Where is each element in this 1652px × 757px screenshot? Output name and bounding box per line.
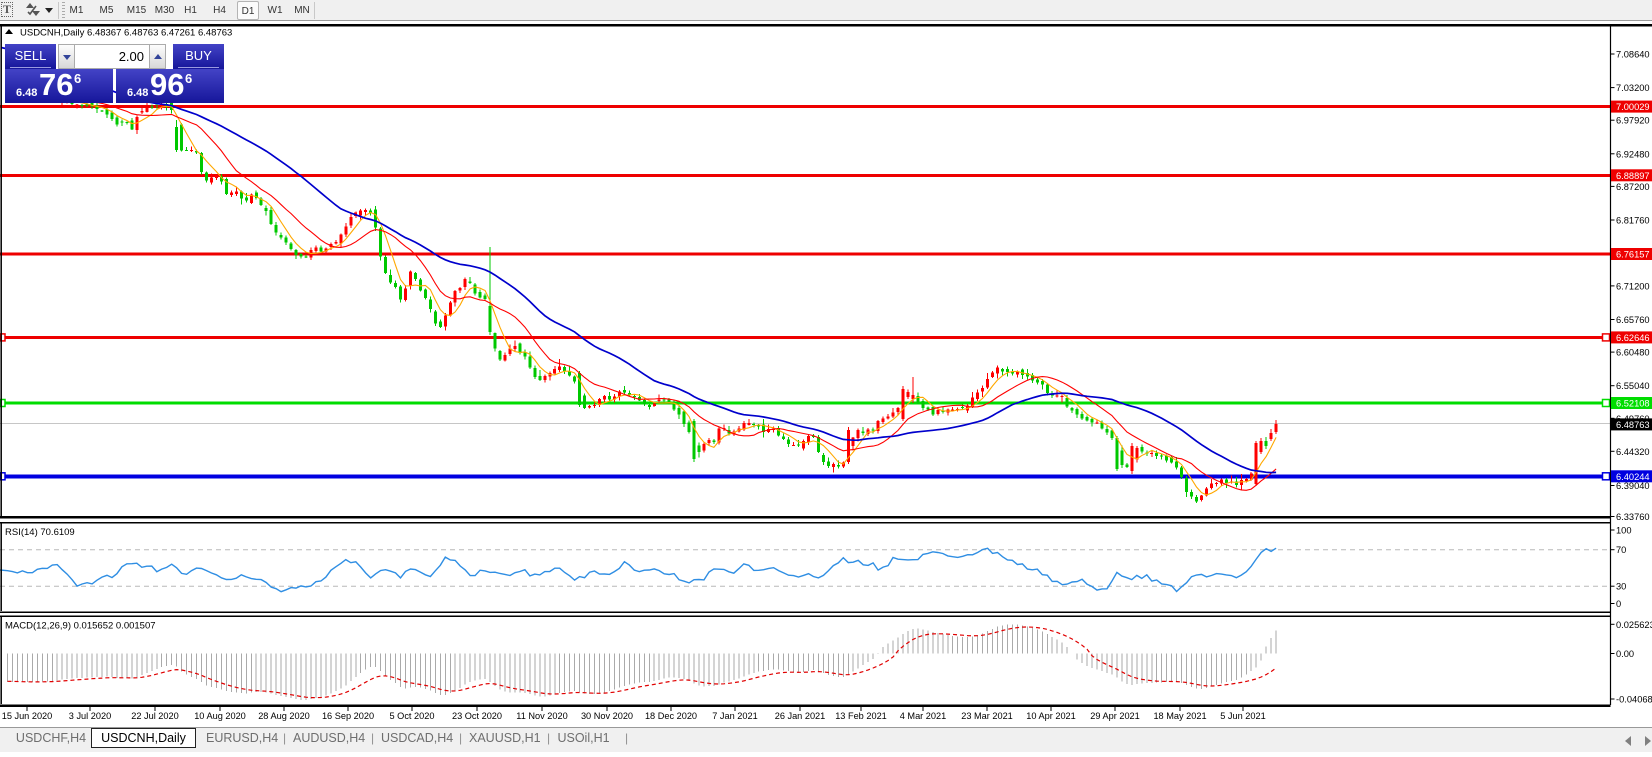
svg-text:6.92480: 6.92480 [1616,149,1650,159]
svg-text:15 Jun 2020: 15 Jun 2020 [2,711,53,721]
svg-text:18 May 2021: 18 May 2021 [1153,711,1206,721]
svg-text:-0.040687: -0.040687 [1616,695,1652,705]
svg-text:23 Oct 2020: 23 Oct 2020 [452,711,502,721]
svg-text:3 Jul 2020: 3 Jul 2020 [69,711,111,721]
svg-text:23 Mar 2021: 23 Mar 2021 [961,711,1013,721]
svg-text:0: 0 [1616,599,1621,609]
svg-text:30: 30 [1616,582,1626,592]
svg-text:5 Jun 2021: 5 Jun 2021 [1220,711,1265,721]
svg-text:6.55040: 6.55040 [1616,381,1650,391]
svg-text:6.33760: 6.33760 [1616,512,1650,522]
svg-text:28 Aug 2020: 28 Aug 2020 [258,711,310,721]
svg-text:USDCNH,Daily 6.48367 6.48763: USDCNH,Daily 6.48367 6.48763 6.47261 6.4… [20,28,232,39]
svg-text:10 Aug 2020: 10 Aug 2020 [194,711,246,721]
svg-text:6.65760: 6.65760 [1616,315,1650,325]
svg-text:70: 70 [1616,545,1626,555]
svg-text:26 Jan 2021: 26 Jan 2021 [775,711,826,721]
svg-text:30 Nov 2020: 30 Nov 2020 [581,711,633,721]
svg-text:6.81760: 6.81760 [1616,216,1650,226]
svg-text:7.00029: 7.00029 [1616,102,1650,112]
svg-text:6.76157: 6.76157 [1616,250,1650,260]
svg-text:10 Apr 2021: 10 Apr 2021 [1026,711,1076,721]
svg-text:16 Sep 2020: 16 Sep 2020 [322,711,374,721]
svg-text:6.71200: 6.71200 [1616,281,1650,291]
svg-text:6.97920: 6.97920 [1616,116,1650,126]
svg-text:6.39040: 6.39040 [1616,481,1650,491]
svg-text:100: 100 [1616,526,1632,536]
svg-text:6.52108: 6.52108 [1616,399,1650,409]
svg-text:18 Dec 2020: 18 Dec 2020 [645,711,697,721]
svg-text:29 Apr 2021: 29 Apr 2021 [1090,711,1140,721]
svg-text:6.60480: 6.60480 [1616,348,1650,358]
svg-text:6.40244: 6.40244 [1616,472,1650,482]
svg-text:MACD(12,26,9) 0.015652 0.00150: MACD(12,26,9) 0.015652 0.001507 [5,621,156,632]
svg-text:7.08640: 7.08640 [1616,50,1650,60]
svg-text:6.62646: 6.62646 [1616,333,1650,343]
svg-text:0.00: 0.00 [1616,649,1634,659]
svg-text:7 Jan 2021: 7 Jan 2021 [712,711,757,721]
svg-text:11 Nov 2020: 11 Nov 2020 [516,711,567,721]
svg-text:RSI(14) 70.6109: RSI(14) 70.6109 [5,527,75,538]
svg-text:6.48763: 6.48763 [1616,420,1650,430]
svg-text:5 Oct 2020: 5 Oct 2020 [390,711,435,721]
svg-text:6.44320: 6.44320 [1616,447,1650,457]
svg-text:7.03200: 7.03200 [1616,83,1650,93]
svg-text:6.88897: 6.88897 [1616,171,1650,181]
svg-text:6.87200: 6.87200 [1616,182,1650,192]
svg-text:4 Mar 2021: 4 Mar 2021 [900,711,946,721]
svg-text:0.025623: 0.025623 [1616,620,1652,630]
svg-text:13 Feb 2021: 13 Feb 2021 [835,711,887,721]
svg-text:22 Jul 2020: 22 Jul 2020 [131,711,179,721]
